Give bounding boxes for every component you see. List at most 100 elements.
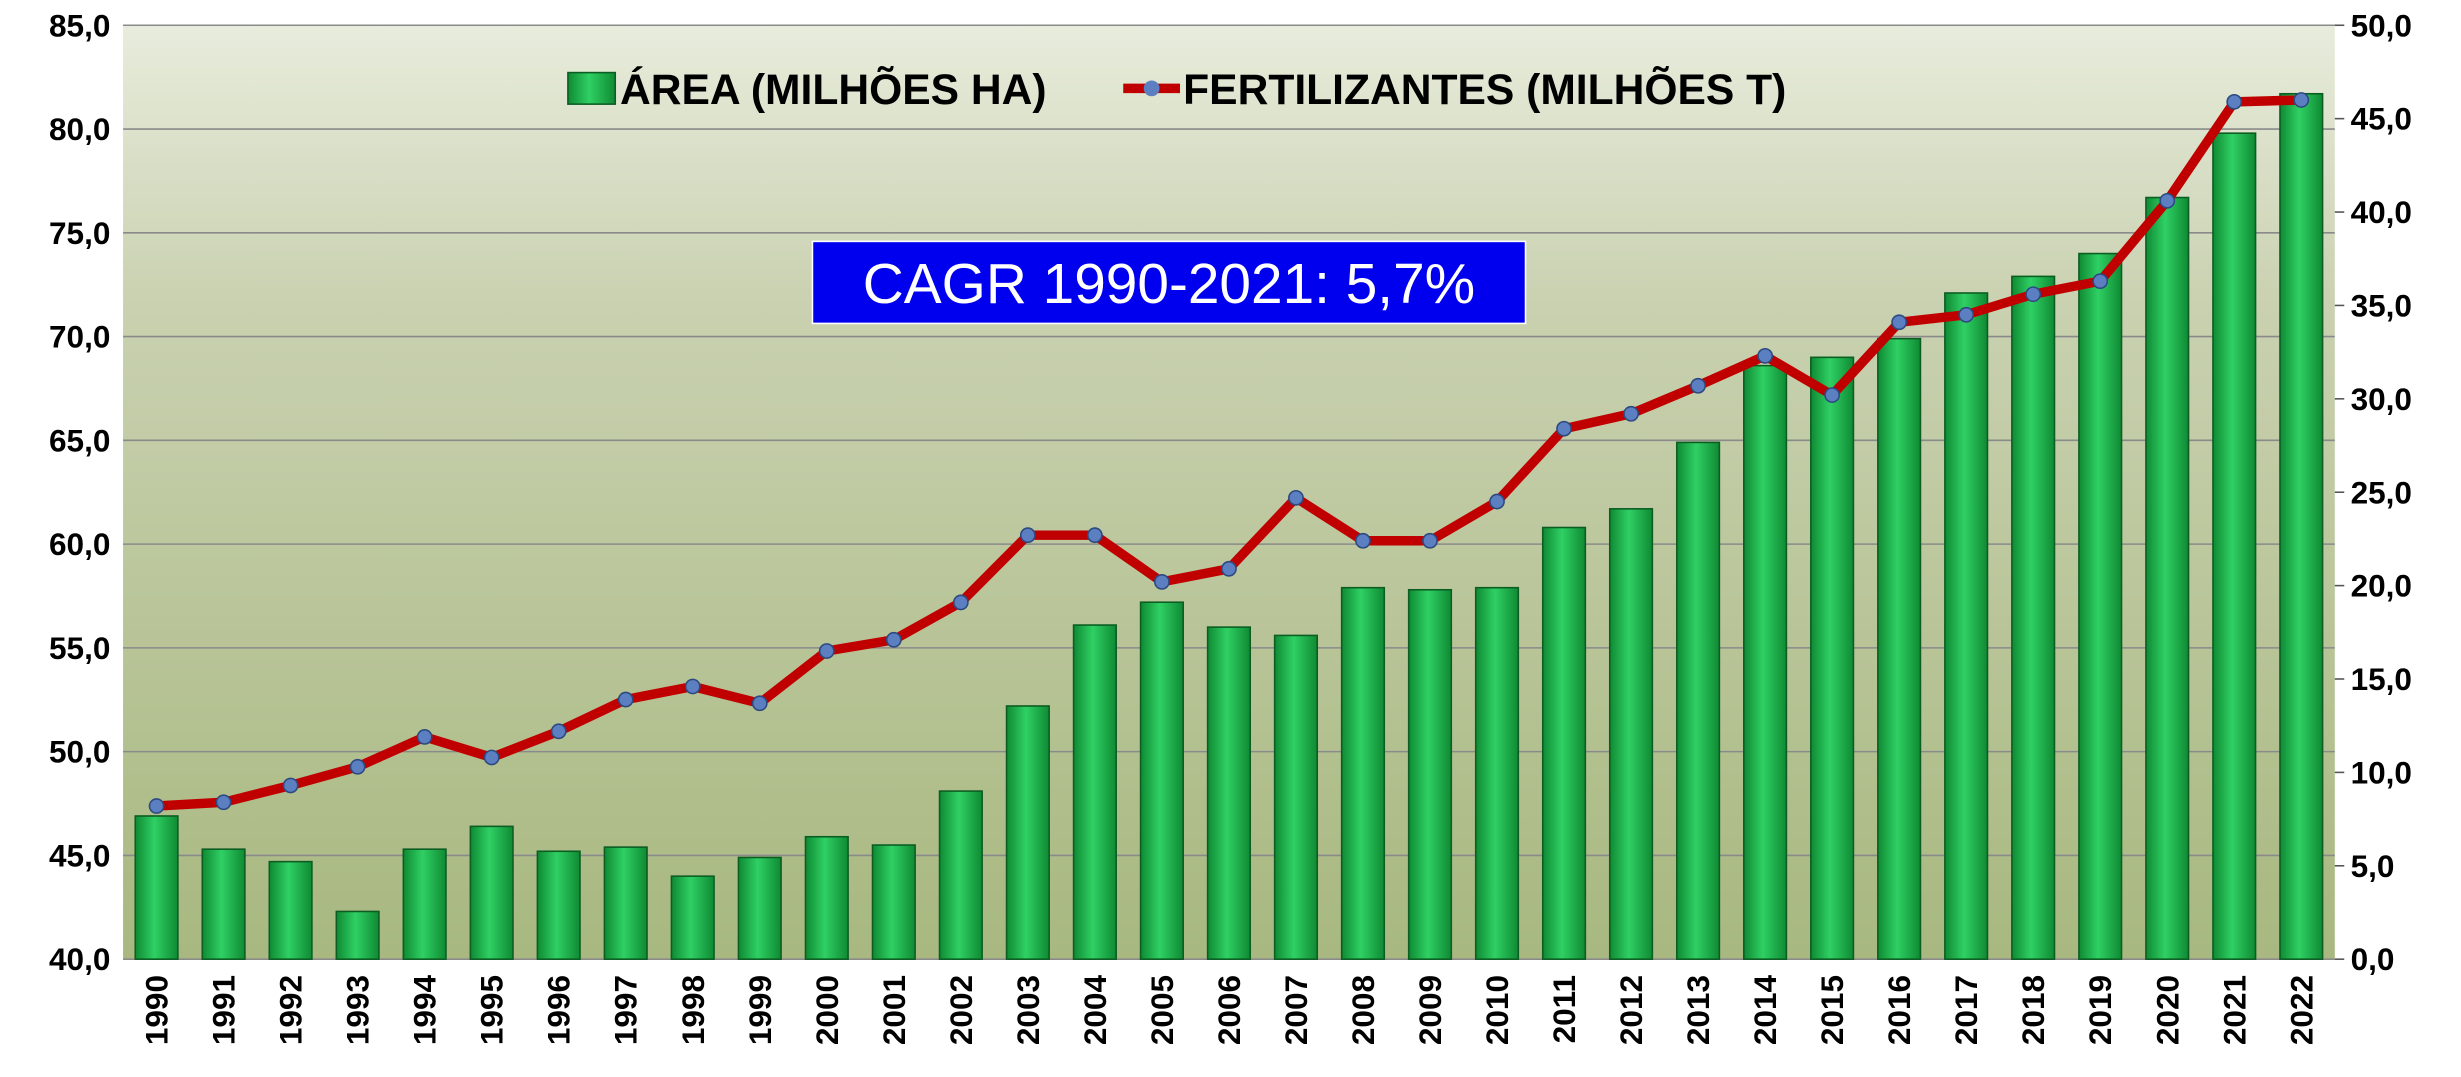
y-tick-label: 50,0 — [49, 734, 110, 770]
y-tick-label: 80,0 — [49, 111, 110, 147]
bar — [1811, 357, 1854, 959]
x-tick-label: 2016 — [1881, 975, 1917, 1045]
x-tick-label: 2002 — [943, 975, 979, 1045]
line-marker — [284, 778, 298, 792]
x-tick-label: 2003 — [1010, 975, 1046, 1045]
y-tick-label: 55,0 — [49, 630, 110, 666]
legend-label: ÁREA (MILHÕES HA) — [620, 65, 1047, 114]
x-tick-label: 2014 — [1747, 975, 1783, 1046]
y2-tick-label: 15,0 — [2351, 661, 2412, 697]
bar — [1342, 588, 1385, 959]
line-marker — [1222, 562, 1236, 576]
x-tick-label: 2000 — [809, 975, 845, 1045]
bar — [1007, 706, 1050, 959]
y-tick-label: 70,0 — [49, 319, 110, 355]
chart: 40,045,050,055,060,065,070,075,080,085,0… — [0, 0, 2461, 1072]
line-marker — [2294, 93, 2308, 107]
line-marker — [954, 595, 968, 609]
line-marker — [2160, 194, 2174, 208]
x-tick-label: 2010 — [1479, 975, 1515, 1045]
y-tick-label: 40,0 — [49, 941, 110, 977]
line-marker — [753, 696, 767, 710]
x-tick-label: 1998 — [675, 975, 711, 1045]
line-marker — [1624, 407, 1638, 421]
line-marker — [1959, 308, 1973, 322]
x-tick-label: 2015 — [1814, 975, 1850, 1045]
bar — [403, 849, 446, 959]
x-tick-label: 2008 — [1345, 975, 1381, 1045]
bar — [537, 851, 580, 959]
line-marker — [418, 730, 432, 744]
line-marker — [887, 633, 901, 647]
x-tick-label: 1993 — [340, 975, 376, 1045]
y2-tick-label: 30,0 — [2351, 381, 2412, 417]
y2-tick-label: 40,0 — [2351, 194, 2412, 230]
x-tick-label: 1997 — [608, 975, 644, 1045]
line-marker — [1691, 379, 1705, 393]
y2-tick-label: 10,0 — [2351, 754, 2412, 790]
line-marker — [2026, 287, 2040, 301]
bar — [2213, 133, 2256, 959]
x-tick-label: 1996 — [541, 975, 577, 1045]
line-marker — [216, 795, 230, 809]
bar — [1610, 509, 1653, 959]
bar — [1141, 602, 1184, 959]
bar — [1275, 635, 1318, 959]
x-tick-label: 2019 — [2082, 975, 2118, 1045]
x-tick-label: 1992 — [273, 975, 309, 1045]
line-marker — [1155, 575, 1169, 589]
bar — [470, 826, 513, 959]
x-tick-label: 2021 — [2216, 975, 2252, 1045]
bar — [2012, 276, 2055, 959]
bar — [1677, 442, 1720, 959]
bar — [1744, 366, 1787, 960]
bar — [1878, 339, 1921, 960]
annotation: CAGR 1990-2021: 5,7% — [863, 253, 1475, 316]
y2-tick-label: 20,0 — [2351, 568, 2412, 604]
y-tick-label: 75,0 — [49, 215, 110, 251]
x-tick-label: 2018 — [2015, 975, 2051, 1045]
x-tick-label: 2004 — [1077, 975, 1113, 1046]
y2-tick-label: 50,0 — [2351, 7, 2412, 43]
x-tick-label: 2009 — [1412, 975, 1448, 1045]
bar — [1476, 588, 1519, 959]
bar — [269, 862, 312, 960]
page: {"chart_data":{"type":"bar-line", "categ… — [0, 0, 2461, 1072]
bar — [805, 837, 848, 959]
line-marker — [1088, 528, 1102, 542]
bar — [336, 911, 379, 959]
bar — [1208, 627, 1251, 959]
legend-swatch — [568, 73, 615, 105]
bar — [604, 847, 647, 959]
x-tick-label: 1994 — [407, 975, 443, 1046]
line-marker — [619, 692, 633, 706]
y-tick-label: 45,0 — [49, 837, 110, 873]
bar — [873, 845, 916, 959]
x-tick-label: 2007 — [1278, 975, 1314, 1045]
bar — [135, 816, 178, 959]
line-marker — [1557, 422, 1571, 436]
bar — [671, 876, 714, 959]
bar — [1945, 293, 1988, 959]
line-marker — [1825, 388, 1839, 402]
y2-tick-label: 45,0 — [2351, 101, 2412, 137]
x-tick-label: 2020 — [2149, 975, 2185, 1045]
y-tick-label: 65,0 — [49, 422, 110, 458]
bar — [202, 849, 245, 959]
y2-tick-label: 0,0 — [2351, 941, 2395, 977]
bar — [940, 791, 983, 959]
y2-tick-label: 35,0 — [2351, 287, 2412, 323]
y2-tick-label: 5,0 — [2351, 848, 2395, 884]
line-marker — [1758, 349, 1772, 363]
line-marker — [351, 760, 365, 774]
bar — [1543, 528, 1586, 960]
y-tick-label: 60,0 — [49, 526, 110, 562]
x-tick-label: 1991 — [206, 975, 242, 1045]
line-marker — [1490, 494, 1504, 508]
x-tick-label: 2001 — [876, 975, 912, 1045]
line-marker — [149, 799, 163, 813]
bar — [2280, 94, 2323, 959]
line-marker — [552, 724, 566, 738]
x-tick-label: 2006 — [1211, 975, 1247, 1045]
x-tick-label: 1999 — [742, 975, 778, 1045]
